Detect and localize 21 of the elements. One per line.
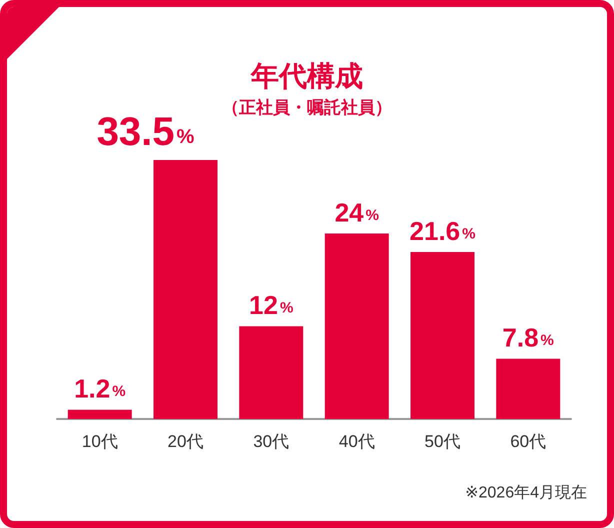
x-tick-label: 20代 [168, 432, 204, 451]
x-tick-label: 30代 [253, 432, 290, 451]
bar [239, 326, 304, 419]
bar [410, 252, 474, 419]
x-tick-label: 60代 [510, 432, 546, 451]
bar [154, 160, 218, 419]
bar [68, 410, 132, 419]
x-tick-label: 10代 [82, 432, 118, 451]
data-label: 1.2% [74, 374, 126, 404]
bar [496, 358, 560, 419]
data-label: 21.6% [410, 216, 476, 246]
data-label: 12% [249, 290, 294, 320]
text: ※2026年4月現在 [465, 484, 588, 502]
x-tick-label: 40代 [338, 432, 375, 451]
data-label: 24% [334, 197, 379, 228]
data-label: 7.8% [502, 322, 554, 353]
bar [324, 233, 389, 419]
x-tick-label: 50代 [424, 432, 460, 451]
chart-subtitle: （正社員・嘱託社員） [222, 98, 392, 117]
data-label: 33.5% [96, 110, 195, 154]
chart-title: 年代構成 [250, 60, 363, 92]
